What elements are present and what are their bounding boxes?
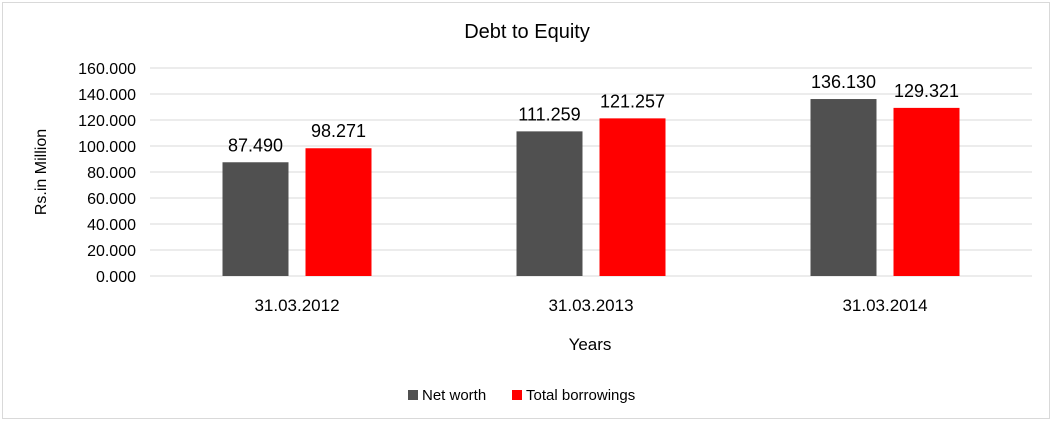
- x-tick-labels: 31.03.2012 31.03.2013 31.03.2014: [254, 296, 927, 315]
- bar-total-borrowings: [305, 148, 372, 276]
- y-tick-label: 60.000: [87, 191, 136, 208]
- x-axis-title: Years: [569, 335, 612, 354]
- bar-net-worth: [222, 162, 289, 276]
- y-tick-label: 40.000: [87, 217, 136, 234]
- data-label: 136.130: [811, 72, 876, 92]
- data-label: 87.490: [228, 135, 283, 155]
- y-tick-label: 20.000: [87, 243, 136, 260]
- legend: Net worth Total borrowings: [408, 387, 635, 404]
- legend-label-net-worth: Net worth: [422, 387, 486, 404]
- y-axis-title: Rs.in Million: [33, 129, 50, 215]
- y-tick-labels: 0.000 20.000 40.000 60.000 80.000 100.000 120.…: [78, 61, 136, 286]
- bar-total-borrowings: [893, 107, 960, 277]
- chart-title: Debt to Equity: [464, 21, 590, 43]
- legend-label-total-borrowings: Total borrowings: [526, 387, 635, 404]
- data-label: 98.271: [311, 121, 366, 141]
- data-label: 111.259: [518, 104, 580, 124]
- y-tick-label: 80.000: [87, 165, 136, 182]
- data-label: 129.321: [894, 81, 959, 101]
- bars: [222, 99, 960, 277]
- x-tick-label: 31.03.2012: [254, 296, 339, 315]
- legend-swatch-total-borrowings: [512, 390, 522, 400]
- data-label: 121.257: [600, 91, 665, 111]
- gridlines: [150, 67, 1032, 277]
- y-tick-label: 0.000: [96, 269, 136, 286]
- y-tick-label: 140.000: [78, 87, 136, 104]
- y-tick-label: 120.000: [78, 113, 136, 130]
- bar-net-worth: [516, 131, 583, 276]
- data-labels: 87.490 98.271 111.259 121.257 136.130 129.321: [228, 72, 959, 155]
- bar-total-borrowings: [599, 118, 666, 276]
- x-tick-label: 31.03.2014: [842, 296, 927, 315]
- bar-net-worth: [810, 99, 877, 276]
- x-tick-label: 31.03.2013: [548, 296, 633, 315]
- legend-swatch-net-worth: [408, 390, 418, 400]
- y-tick-label: 160.000: [78, 61, 136, 78]
- y-tick-label: 100.000: [78, 139, 136, 156]
